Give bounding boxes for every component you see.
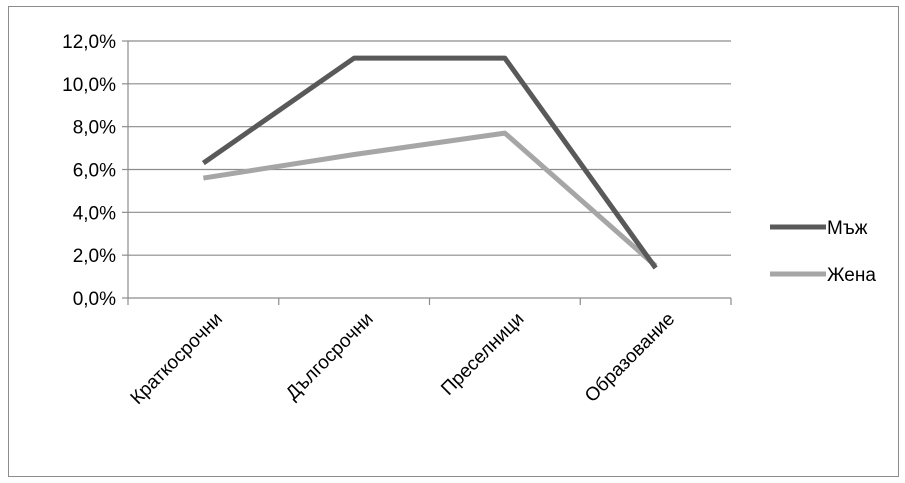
series-line	[202, 130, 658, 268]
legend-label: Мъж	[827, 218, 868, 239]
x-category-label: Краткосрочни	[127, 309, 227, 409]
x-category-label: Преселници	[437, 309, 528, 400]
axes	[122, 40, 732, 305]
series-lines	[201, 55, 658, 270]
x-category-label: Дългосрочни	[282, 309, 378, 405]
y-tick-label: 10,0%	[62, 75, 116, 96]
gridlines	[128, 40, 731, 256]
y-tick-label: 4,0%	[73, 203, 116, 224]
chart-frame	[8, 6, 899, 477]
legend: Мъж Жена	[770, 218, 876, 286]
y-tick-label: 12,0%	[62, 32, 116, 53]
y-tick-labels: 0,0% 2,0% 4,0% 6,0% 8,0% 10,0% 12,0%	[62, 32, 116, 310]
legend-label: Жена	[827, 265, 876, 286]
y-tick-label: 6,0%	[73, 161, 116, 182]
series-line	[201, 55, 658, 270]
y-tick-label: 0,0%	[73, 289, 116, 310]
x-tick-labels: Краткосрочни Дългосрочни Преселници Образов…	[127, 309, 680, 409]
x-category-label: Образование	[581, 309, 679, 407]
y-tick-label: 2,0%	[73, 246, 116, 267]
y-tick-label: 8,0%	[73, 118, 116, 139]
